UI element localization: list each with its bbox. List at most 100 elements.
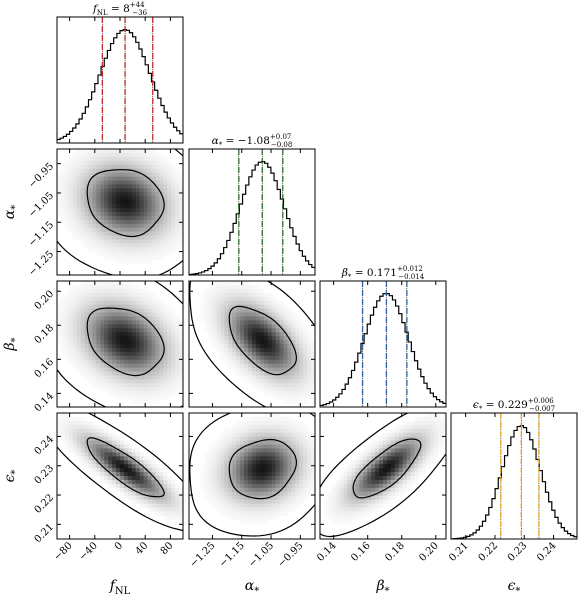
contour-1sigma [228, 305, 298, 376]
density-cell [295, 399, 300, 404]
density-cell [279, 300, 284, 306]
density-cell [88, 379, 93, 384]
density-cell [244, 340, 249, 345]
density-cell [232, 424, 237, 430]
density-cell [283, 363, 288, 369]
density-cell [57, 300, 62, 306]
density-cell [96, 424, 101, 430]
density-cell [228, 448, 233, 453]
density-cell [120, 351, 125, 357]
density-cell [112, 328, 117, 333]
density-cell [159, 344, 164, 349]
density-cell [171, 312, 176, 317]
density-cell [112, 192, 117, 197]
density-cell [248, 351, 253, 357]
density-cell [263, 436, 269, 441]
density-cell [267, 296, 273, 302]
density-cell [426, 456, 431, 461]
density-cell [68, 428, 74, 434]
density-cell [299, 440, 304, 445]
density-cell [135, 371, 141, 376]
density-cell [283, 371, 288, 376]
density-cell [100, 180, 105, 185]
density-cell [394, 448, 400, 453]
density-cell [112, 448, 117, 453]
density-cell [299, 487, 304, 493]
density-cell [104, 363, 109, 369]
density-cell [410, 448, 415, 453]
density-cell [159, 391, 164, 396]
density-cell [179, 491, 183, 497]
density-cell [299, 444, 304, 449]
density-cell [236, 296, 241, 302]
density-cell [135, 223, 141, 229]
density-cell [335, 519, 341, 524]
density-cell [232, 476, 237, 481]
density-cell [283, 399, 288, 404]
density-cell [303, 344, 308, 349]
density-cell [263, 413, 269, 418]
density-cell [204, 495, 210, 501]
density-cell [147, 156, 152, 162]
density-cell [127, 336, 133, 341]
density-cell [240, 444, 245, 449]
density-cell [127, 395, 133, 400]
density-cell [72, 204, 78, 209]
density-cell [244, 479, 249, 485]
density-cell [371, 456, 376, 461]
density-cell [287, 507, 292, 512]
density-cell [127, 468, 133, 473]
density-cell [244, 420, 249, 426]
density-cell [390, 452, 396, 457]
density-cell [287, 371, 292, 376]
density-cell [159, 312, 164, 317]
density-cell [179, 371, 183, 376]
density-cell [84, 292, 89, 298]
density-cell [116, 383, 121, 388]
density-cell [60, 413, 66, 418]
density-cell [159, 239, 164, 244]
density-cell [339, 476, 345, 481]
density-cell [96, 351, 101, 357]
density-cell [92, 460, 97, 465]
density-cell [96, 472, 101, 477]
density-cell [402, 456, 408, 461]
density-cell [159, 168, 164, 174]
density-cell [179, 223, 183, 229]
density-cell [88, 296, 93, 302]
density-cell [57, 200, 62, 205]
density-cell [371, 452, 376, 457]
density-cell [232, 495, 237, 501]
density-cell [386, 479, 392, 485]
density-cell [100, 367, 105, 372]
density-cell [295, 499, 300, 504]
density-cell [116, 192, 121, 197]
density-cell [279, 511, 284, 516]
density-cell [283, 328, 288, 333]
density-cell [167, 188, 172, 193]
density-cell [80, 200, 85, 205]
density-cell [60, 176, 66, 181]
density-cell [228, 428, 233, 434]
density-cell [72, 235, 78, 240]
density-cell [236, 363, 241, 369]
density-cell [143, 363, 148, 369]
density-cell [232, 296, 237, 302]
density-cell [104, 460, 109, 465]
density-cell [147, 355, 152, 361]
density-cell [68, 432, 74, 438]
density-cell [155, 503, 160, 508]
density-cell [72, 444, 78, 449]
density-cell [88, 231, 93, 237]
density-cell [287, 503, 292, 508]
density-cell [147, 395, 152, 400]
density-cell [76, 152, 82, 158]
density-cell [244, 491, 249, 497]
density-cell [255, 379, 261, 384]
density-cell [120, 444, 125, 449]
density-cell [112, 235, 117, 240]
density-cell [108, 375, 113, 380]
density-cell [410, 444, 415, 449]
density-cell [112, 379, 117, 384]
density-cell [112, 383, 117, 388]
